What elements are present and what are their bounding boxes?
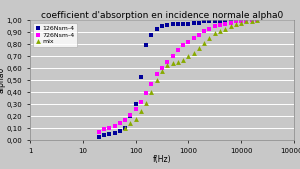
mix [244,20,248,22]
mix [208,37,211,39]
726Nsm-4 [107,127,111,129]
726Nsm-4 [255,19,259,21]
Title: coefficient d'absorption en incidence normale alpha0: coefficient d'absorption en incidence no… [41,10,283,19]
726Nsm-4 [208,28,211,30]
726Nsm-4 [213,25,217,27]
Y-axis label: alpha0: alpha0 [0,67,5,93]
126Nsm-4 [107,133,111,135]
726Nsm-4 [197,34,201,36]
mix [202,42,206,44]
726Nsm-4 [176,49,180,51]
126Nsm-4 [239,20,243,22]
mix [192,52,195,54]
126Nsm-4 [234,20,238,22]
mix [197,47,201,49]
726Nsm-4 [187,41,190,43]
mix [160,70,164,72]
126Nsm-4 [97,136,101,138]
126Nsm-4 [202,20,206,22]
126Nsm-4 [123,127,127,129]
126Nsm-4 [192,22,195,24]
726Nsm-4 [244,20,248,22]
126Nsm-4 [224,20,227,22]
726Nsm-4 [145,92,148,94]
126Nsm-4 [113,132,116,134]
726Nsm-4 [234,20,238,22]
mix [166,64,169,66]
726Nsm-4 [239,20,243,22]
126Nsm-4 [244,19,248,21]
126Nsm-4 [150,34,153,36]
mix [187,55,190,57]
126Nsm-4 [145,44,148,46]
726Nsm-4 [102,128,106,130]
726Nsm-4 [202,30,206,32]
126Nsm-4 [134,103,137,105]
mix [239,22,243,24]
126Nsm-4 [197,22,201,24]
mix [218,30,222,32]
mix [134,118,137,120]
726Nsm-4 [250,19,254,21]
mix [123,127,127,129]
mix [234,23,238,25]
726Nsm-4 [139,101,142,103]
126Nsm-4 [118,130,122,132]
726Nsm-4 [182,44,185,46]
726Nsm-4 [229,22,232,24]
mix [255,19,259,21]
726Nsm-4 [97,131,101,133]
726Nsm-4 [129,114,132,116]
726Nsm-4 [166,61,169,63]
mix [171,63,174,65]
Line: mix: mix [123,18,260,131]
126Nsm-4 [166,24,169,26]
126Nsm-4 [187,23,190,25]
mix [229,25,232,27]
126Nsm-4 [129,115,132,117]
126Nsm-4 [171,23,174,25]
726Nsm-4 [123,119,127,121]
726Nsm-4 [118,123,122,125]
Line: 726Nsm-4: 726Nsm-4 [97,18,259,134]
126Nsm-4 [155,28,158,30]
126Nsm-4 [255,19,259,21]
726Nsm-4 [113,125,116,127]
126Nsm-4 [250,19,254,21]
126Nsm-4 [213,20,217,22]
mix [182,59,185,61]
mix [129,123,132,125]
mix [155,79,158,81]
mix [176,61,180,63]
726Nsm-4 [192,37,195,39]
726Nsm-4 [224,23,227,25]
126Nsm-4 [229,20,232,22]
726Nsm-4 [155,73,158,75]
126Nsm-4 [102,135,106,137]
X-axis label: f(Hz): f(Hz) [153,155,171,164]
mix [145,102,148,104]
mix [139,111,142,113]
mix [250,20,254,22]
726Nsm-4 [160,67,164,69]
726Nsm-4 [150,83,153,85]
726Nsm-4 [218,24,222,26]
mix [224,28,227,30]
mix [213,32,217,34]
726Nsm-4 [171,55,174,57]
126Nsm-4 [176,23,180,25]
126Nsm-4 [139,76,142,78]
726Nsm-4 [134,108,137,110]
126Nsm-4 [208,20,211,22]
mix [150,91,153,93]
Line: 126Nsm-4: 126Nsm-4 [97,18,259,139]
126Nsm-4 [160,25,164,27]
Legend: 126Nsm-4, 726Nsm-4, mix: 126Nsm-4, 726Nsm-4, mix [33,23,77,47]
126Nsm-4 [218,20,222,22]
126Nsm-4 [182,23,185,25]
